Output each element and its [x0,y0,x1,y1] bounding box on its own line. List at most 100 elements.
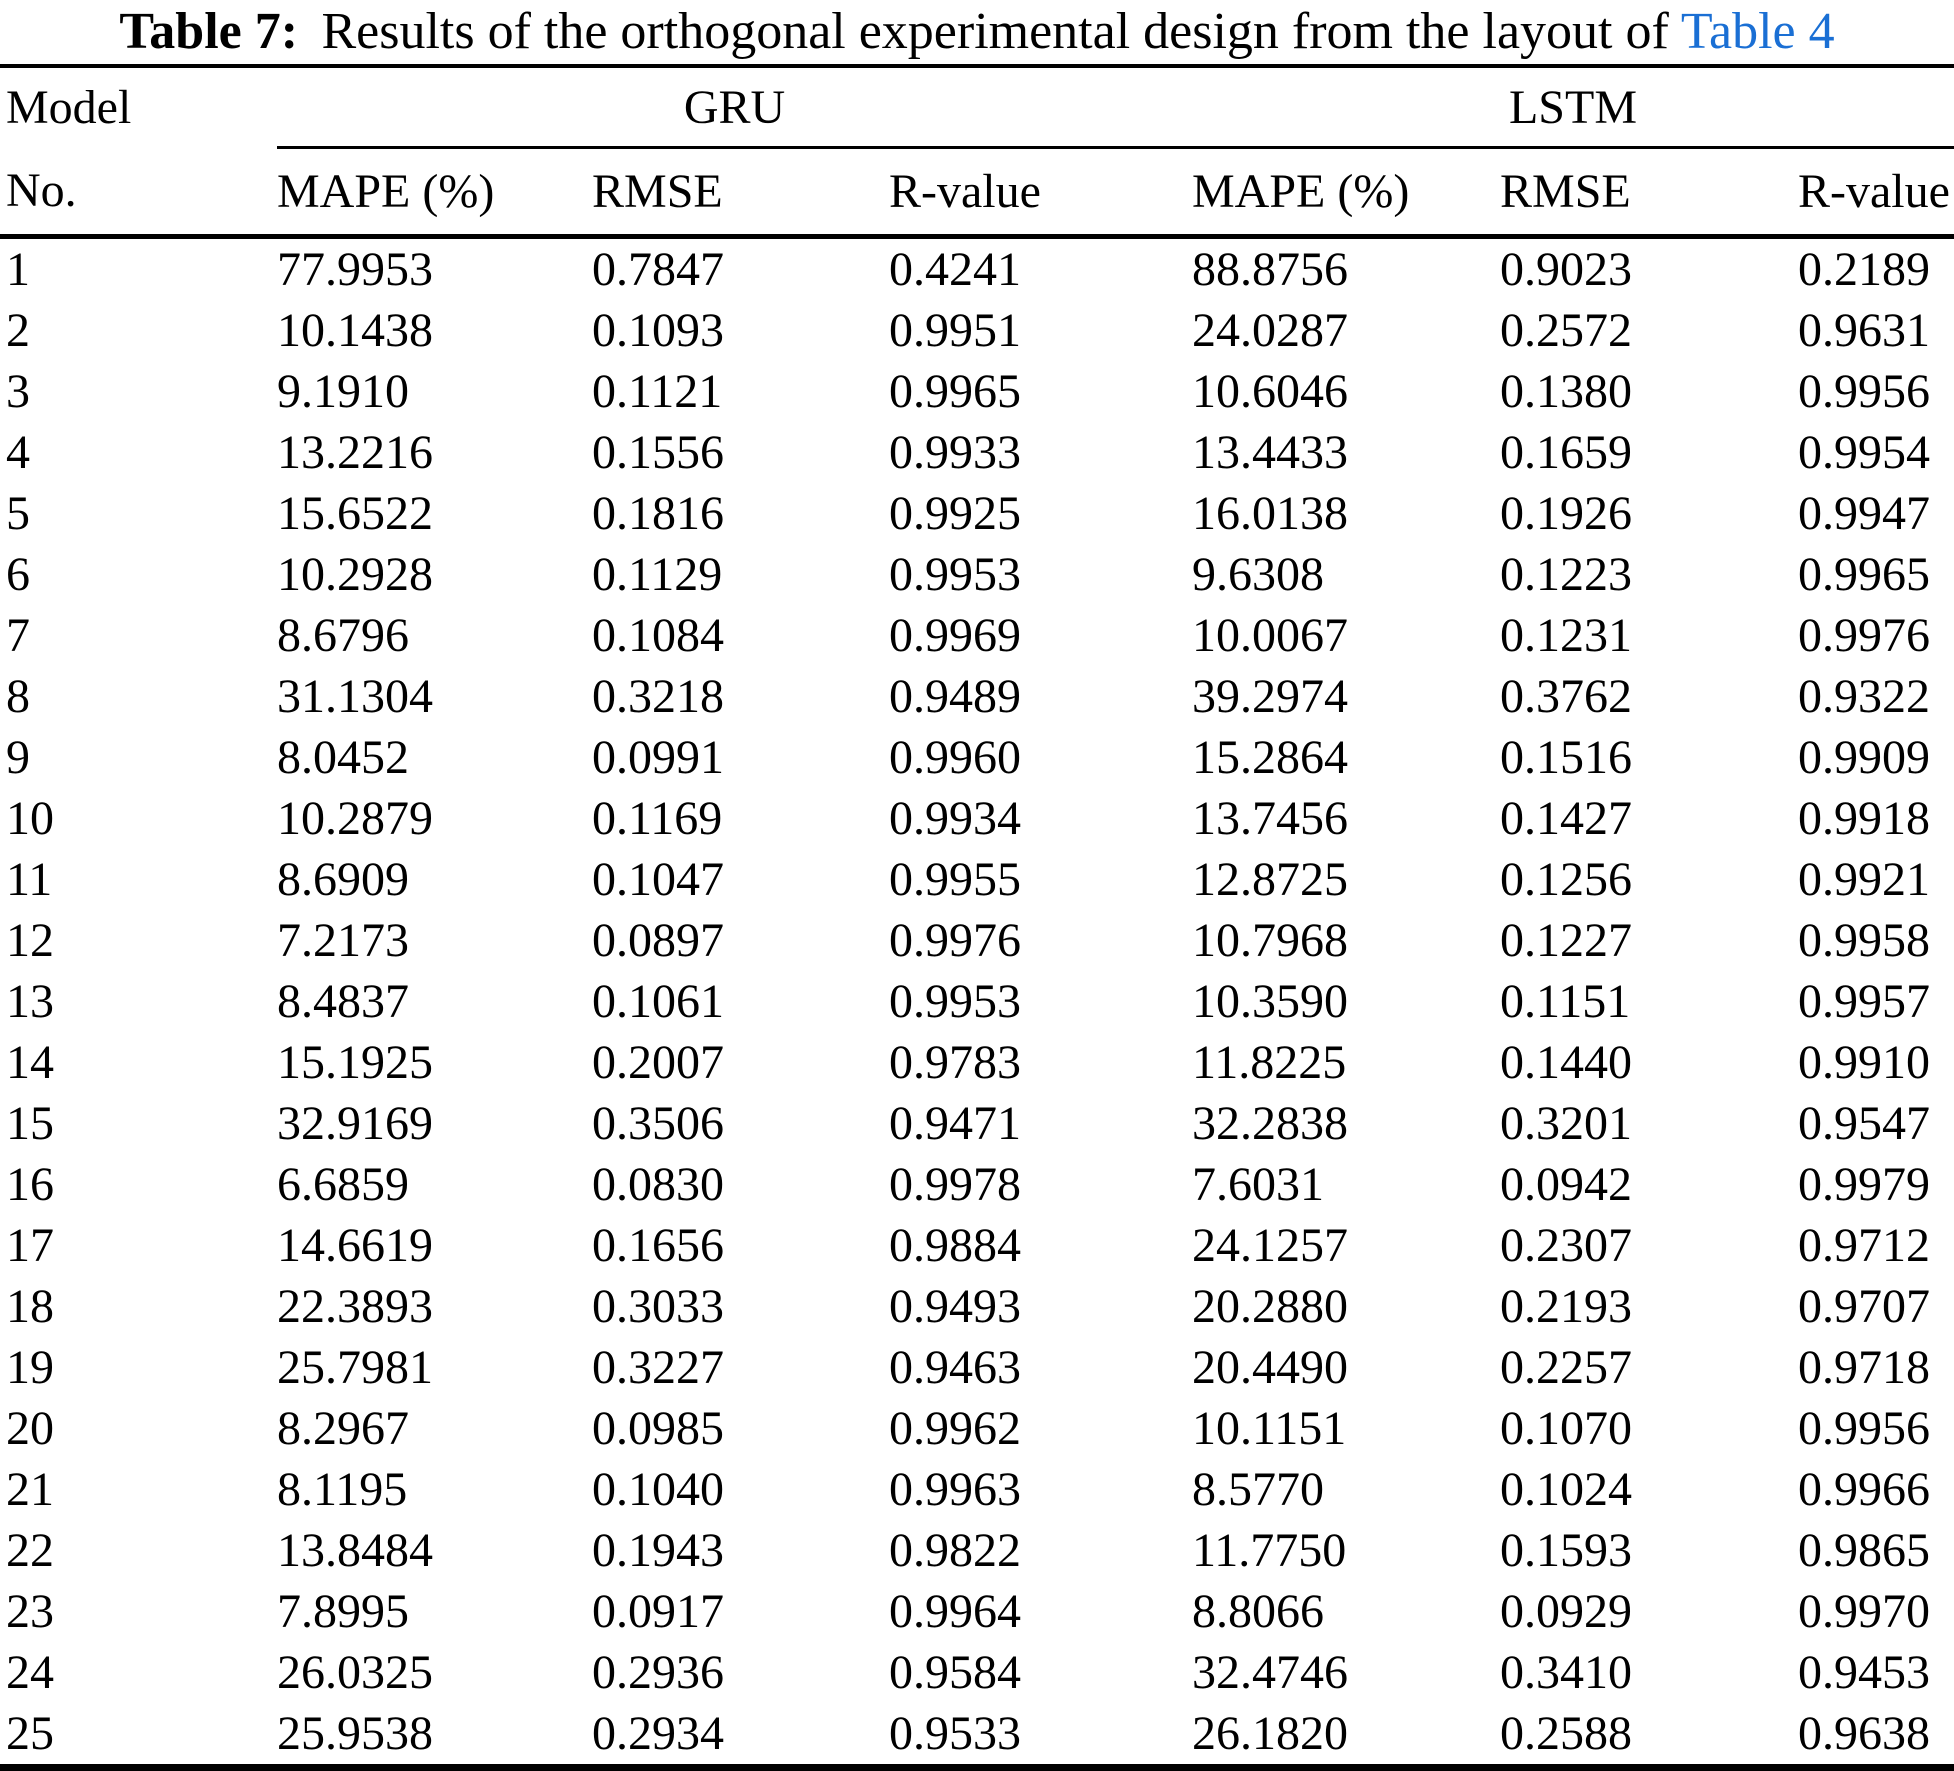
table-body: 1 77.9953 0.7847 0.4241 88.8756 0.9023 0.2189 2… [0,237,1954,1769]
cell-gru-mape: 7.8995 [277,1585,409,1638]
cell-lstm-rvalue: 0.9712 [1798,1219,1930,1272]
cell-lstm-rvalue: 0.9970 [1798,1585,1930,1638]
cell-gru-rmse: 0.1040 [592,1463,724,1516]
cell-lstm-rvalue: 0.9918 [1798,792,1930,845]
table-row: 23 7.8995 0.0917 0.9964 8.8066 0.0929 0.9970 [0,1581,1954,1642]
cell-gru-rvalue: 0.9493 [889,1280,1021,1333]
table-row: 17 14.6619 0.1656 0.9884 24.1257 0.2307 0.9712 [0,1215,1954,1276]
cell-gru-rvalue: 0.9933 [889,426,1021,479]
cell-gru-mape: 77.9953 [277,243,433,296]
cell-lstm-rmse: 0.3201 [1500,1097,1632,1150]
table-row: 24 26.0325 0.2936 0.9584 32.4746 0.3410 0.9453 [0,1642,1954,1703]
cell-model-no: 23 [6,1585,54,1638]
cell-gru-rmse: 0.2936 [592,1646,724,1699]
cell-gru-rmse: 0.1047 [592,853,724,906]
cell-gru-rvalue: 0.9584 [889,1646,1021,1699]
cell-gru-rmse: 0.1129 [592,548,723,601]
table-row: 20 8.2967 0.0985 0.9962 10.1151 0.1070 0.9956 [0,1398,1954,1459]
cell-lstm-mape: 11.7750 [1192,1524,1347,1577]
cell-lstm-rmse: 0.1227 [1500,914,1632,967]
cell-gru-rmse: 0.1656 [592,1219,724,1272]
cell-gru-rmse: 0.0830 [592,1158,724,1211]
cell-lstm-mape: 20.2880 [1192,1280,1348,1333]
cell-model-no: 20 [6,1402,54,1455]
cell-gru-rmse: 0.1943 [592,1524,724,1577]
cell-gru-mape: 22.3893 [277,1280,433,1333]
cell-lstm-rmse: 0.0942 [1500,1158,1632,1211]
cell-lstm-rmse: 0.2572 [1500,304,1632,357]
cell-lstm-rmse: 0.1223 [1500,548,1632,601]
cell-gru-rvalue: 0.9953 [889,975,1021,1028]
header-subrow: No. MAPE (%) RMSE R-value MAPE (%) RMSE … [0,147,1954,239]
cell-lstm-rvalue: 0.9921 [1798,853,1930,906]
cell-gru-mape: 31.1304 [277,670,433,723]
table-row: 10 10.2879 0.1169 0.9934 13.7456 0.1427 0.9918 [0,788,1954,849]
cell-lstm-rvalue: 0.9956 [1798,365,1930,418]
cell-gru-mape: 10.2928 [277,548,433,601]
results-table: Model GRU LSTM No. MAPE (%) RMSE R-value… [0,64,1954,1771]
cell-lstm-rmse: 0.1231 [1500,609,1632,662]
cell-model-no: 2 [6,304,30,357]
cell-gru-rmse: 0.7847 [592,243,724,296]
cell-lstm-rmse: 0.9023 [1500,243,1632,296]
cell-gru-mape: 8.1195 [277,1463,408,1516]
cell-gru-rmse: 0.0985 [592,1402,724,1455]
cell-lstm-rmse: 0.1427 [1500,792,1632,845]
cell-lstm-mape: 10.7968 [1192,914,1348,967]
cell-lstm-mape: 15.2864 [1192,731,1348,784]
table-row: 2 10.1438 0.1093 0.9951 24.0287 0.2572 0.9631 [0,300,1954,361]
cell-lstm-mape: 11.8225 [1192,1036,1347,1089]
cell-model-no: 1 [6,243,30,296]
cell-lstm-rmse: 0.3410 [1500,1646,1632,1699]
cell-lstm-rvalue: 0.9958 [1798,914,1930,967]
cell-gru-mape: 8.6909 [277,853,409,906]
cell-lstm-rmse: 0.1256 [1500,853,1632,906]
header-lstm-rmse: RMSE [1500,147,1798,239]
table4-link[interactable]: Table 4 [1680,3,1835,60]
cell-model-no: 3 [6,365,30,418]
cell-gru-mape: 25.7981 [277,1341,433,1394]
header-model: Model [6,81,132,135]
table-caption-label: Table 7: [119,3,299,60]
cell-gru-rvalue: 0.9822 [889,1524,1021,1577]
cell-lstm-rvalue: 0.9910 [1798,1036,1930,1089]
cell-lstm-rmse: 0.3762 [1500,670,1632,723]
cell-lstm-rmse: 0.1380 [1500,365,1632,418]
cell-lstm-rmse: 0.1024 [1500,1463,1632,1516]
cell-gru-rvalue: 0.9964 [889,1585,1021,1638]
cell-gru-mape: 15.1925 [277,1036,433,1089]
cell-model-no: 5 [6,487,30,540]
table-row: 5 15.6522 0.1816 0.9925 16.0138 0.1926 0.9947 [0,483,1954,544]
cell-lstm-rvalue: 0.9979 [1798,1158,1930,1211]
cell-lstm-mape: 13.4433 [1192,426,1348,479]
cell-lstm-rmse: 0.2257 [1500,1341,1632,1394]
table-row: 6 10.2928 0.1129 0.9953 9.6308 0.1223 0.9965 [0,544,1954,605]
header-gru-rmse: RMSE [592,147,889,239]
cell-gru-mape: 15.6522 [277,487,433,540]
header-lstm-mape: MAPE (%) [1192,147,1500,239]
cell-gru-mape: 32.9169 [277,1097,433,1150]
cell-gru-rvalue: 0.4241 [889,243,1021,296]
header-gru-rvalue: R-value [889,147,1192,239]
header-no: No. [0,147,277,239]
header-group-lstm: LSTM [1192,66,1954,149]
cell-model-no: 19 [6,1341,54,1394]
cell-lstm-rvalue: 0.9957 [1798,975,1930,1028]
cell-gru-rvalue: 0.9953 [889,548,1021,601]
cell-model-no: 24 [6,1646,54,1699]
cell-lstm-mape: 10.1151 [1192,1402,1347,1455]
cell-gru-mape: 25.9538 [277,1707,433,1760]
cell-model-no: 12 [6,914,54,967]
cell-gru-rvalue: 0.9969 [889,609,1021,662]
table-row: 16 6.6859 0.0830 0.9978 7.6031 0.0942 0.9979 [0,1154,1954,1215]
table-row: 21 8.1195 0.1040 0.9963 8.5770 0.1024 0.9966 [0,1459,1954,1520]
cell-lstm-rvalue: 0.9954 [1798,426,1930,479]
table-row: 1 77.9953 0.7847 0.4241 88.8756 0.9023 0.2189 [0,237,1954,301]
header-lstm-rvalue: R-value [1798,147,1954,239]
header-group-row: Model GRU LSTM [0,66,1954,149]
cell-lstm-mape: 13.7456 [1192,792,1348,845]
cell-lstm-mape: 20.4490 [1192,1341,1348,1394]
cell-lstm-rvalue: 0.9638 [1798,1707,1930,1760]
cell-lstm-rvalue: 0.9976 [1798,609,1930,662]
cell-lstm-rmse: 0.0929 [1500,1585,1632,1638]
